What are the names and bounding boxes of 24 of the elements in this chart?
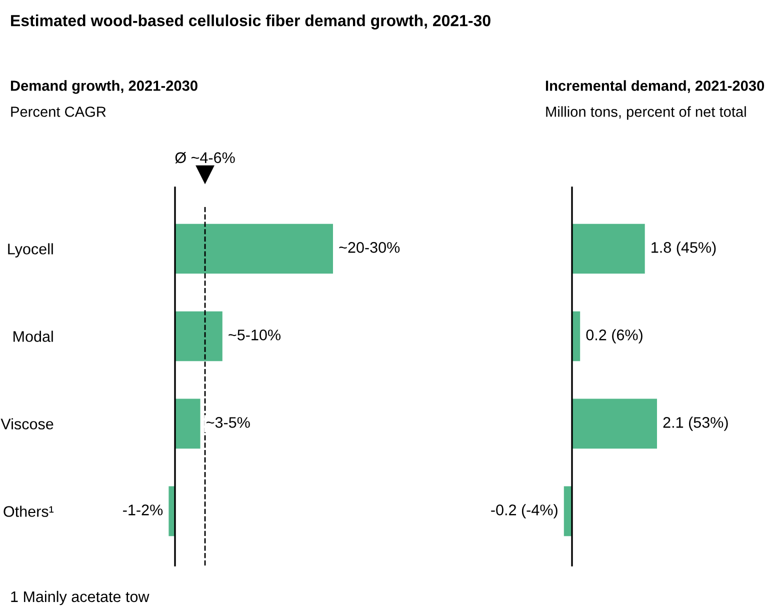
- chart-title: Incremental demand, 2021-2030: [546, 80, 764, 94]
- annotation: ~5-10%: [228, 330, 280, 340]
- y-tick-label: Lyocell: [8, 243, 53, 258]
- chart-subtitle: Percent CAGR: [11, 106, 106, 117]
- y-tick-label: Viscose: [0, 418, 54, 430]
- bar: [572, 224, 645, 274]
- ref-line-label: Ø ~4-6%: [175, 152, 235, 164]
- bar: [175, 224, 333, 274]
- data-label: -0.2 (-4%): [491, 504, 558, 518]
- text: 1 Mainly acetate tow: [11, 590, 150, 606]
- chart-subtitle: Million tons, percent of net total: [546, 106, 746, 120]
- data-label: 1.8 (45%): [652, 242, 716, 256]
- bar: [572, 398, 657, 449]
- chart-title: Demand growth, 2021-2030: [10, 80, 198, 94]
- data-label: 2.1 (53%): [663, 416, 728, 431]
- annotation: ~20-30%: [339, 242, 400, 253]
- annotation: -1-2%: [123, 504, 163, 516]
- y-tick-label: Others¹: [4, 506, 54, 517]
- y-tick-label: Modal: [14, 330, 53, 342]
- data-label: 0.2 (6%): [586, 329, 642, 344]
- bar: [175, 398, 200, 449]
- annotation: ~3-5%: [206, 417, 250, 428]
- text: Estimated wood-based cellulosic fiber demand growth, 2021-30: [11, 14, 490, 30]
- bar: [175, 311, 222, 362]
